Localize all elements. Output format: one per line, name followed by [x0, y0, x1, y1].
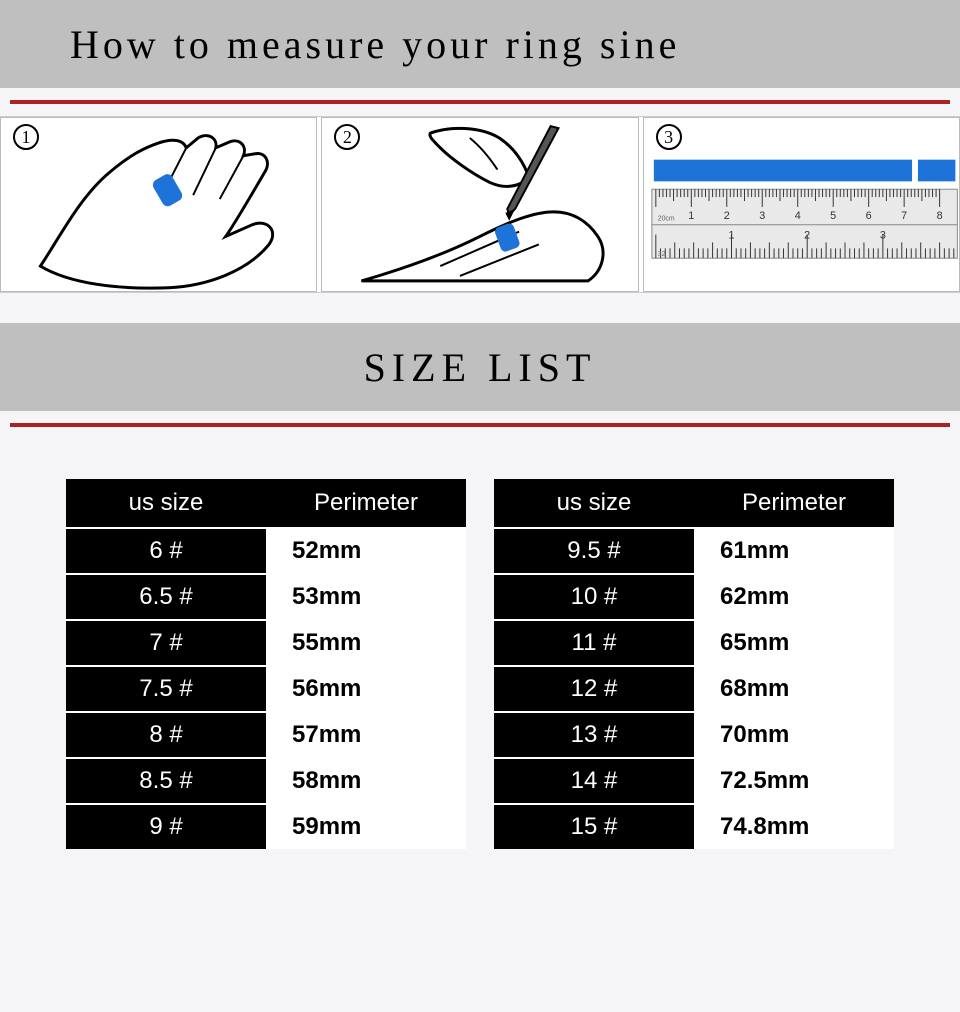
col-header-us: us size: [66, 479, 266, 528]
us-size-cell: 8.5 #: [66, 758, 266, 804]
perimeter-cell: 62mm: [694, 574, 894, 620]
table-row: 12 #68mm: [494, 666, 894, 712]
col-header-us: us size: [494, 479, 694, 528]
section-title: SIZE LIST: [364, 344, 597, 391]
us-size-cell: 9 #: [66, 804, 266, 849]
table-row: 6.5 #53mm: [66, 574, 466, 620]
table-row: 8 #57mm: [66, 712, 466, 758]
us-size-cell: 6 #: [66, 528, 266, 574]
page-title: How to measure your ring sine: [70, 21, 680, 68]
step-1-number: 1: [13, 124, 39, 150]
step-1: 1: [0, 117, 317, 292]
us-size-cell: 11 #: [494, 620, 694, 666]
table-row: 13 #70mm: [494, 712, 894, 758]
us-size-cell: 12 #: [494, 666, 694, 712]
table-row: 10 #62mm: [494, 574, 894, 620]
table-row: 7 #55mm: [66, 620, 466, 666]
divider-rule: [10, 100, 950, 104]
steps-row: 1 2 3: [0, 116, 960, 293]
perimeter-cell: 56mm: [266, 666, 466, 712]
svg-text:2: 2: [723, 210, 729, 222]
perimeter-cell: 70mm: [694, 712, 894, 758]
table-row: 9.5 #61mm: [494, 528, 894, 574]
svg-text:3: 3: [880, 229, 886, 241]
us-size-cell: 7 #: [66, 620, 266, 666]
svg-text:32: 32: [657, 251, 665, 258]
perimeter-cell: 52mm: [266, 528, 466, 574]
svg-text:7: 7: [901, 210, 907, 222]
tables-wrap: us size Perimeter 6 #52mm6.5 #53mm7 #55m…: [0, 439, 960, 849]
us-size-cell: 6.5 #: [66, 574, 266, 620]
perimeter-cell: 58mm: [266, 758, 466, 804]
table-row: 9 #59mm: [66, 804, 466, 849]
us-size-cell: 9.5 #: [494, 528, 694, 574]
perimeter-cell: 57mm: [266, 712, 466, 758]
table-row: 7.5 #56mm: [66, 666, 466, 712]
size-table-right: us size Perimeter 9.5 #61mm10 #62mm11 #6…: [494, 479, 894, 849]
svg-text:1: 1: [728, 229, 734, 241]
us-size-cell: 8 #: [66, 712, 266, 758]
step-3-number: 3: [656, 124, 682, 150]
us-size-cell: 10 #: [494, 574, 694, 620]
us-size-cell: 7.5 #: [66, 666, 266, 712]
col-header-perimeter: Perimeter: [266, 479, 466, 528]
col-header-perimeter: Perimeter: [694, 479, 894, 528]
section-band: SIZE LIST: [0, 323, 960, 411]
table-row: 15 #74.8mm: [494, 804, 894, 849]
header-band: How to measure your ring sine: [0, 0, 960, 88]
step-1-illustration: [1, 118, 316, 291]
svg-text:3: 3: [759, 210, 765, 222]
table-row: 6 #52mm: [66, 528, 466, 574]
us-size-cell: 13 #: [494, 712, 694, 758]
size-table-left: us size Perimeter 6 #52mm6.5 #53mm7 #55m…: [66, 479, 466, 849]
table-row: 14 #72.5mm: [494, 758, 894, 804]
step-3-illustration: 1 2 3 4 5 6 7 8 1 2 3 20cm 32: [644, 118, 959, 291]
step-2-illustration: [322, 118, 637, 291]
perimeter-cell: 65mm: [694, 620, 894, 666]
perimeter-cell: 53mm: [266, 574, 466, 620]
svg-text:4: 4: [794, 210, 800, 222]
perimeter-cell: 55mm: [266, 620, 466, 666]
perimeter-cell: 59mm: [266, 804, 466, 849]
perimeter-cell: 72.5mm: [694, 758, 894, 804]
table-row: 11 #65mm: [494, 620, 894, 666]
perimeter-cell: 74.8mm: [694, 804, 894, 849]
us-size-cell: 14 #: [494, 758, 694, 804]
svg-text:5: 5: [830, 210, 836, 222]
svg-text:20cm: 20cm: [657, 216, 674, 223]
perimeter-cell: 68mm: [694, 666, 894, 712]
svg-text:6: 6: [865, 210, 871, 222]
table-row: 8.5 #58mm: [66, 758, 466, 804]
us-size-cell: 15 #: [494, 804, 694, 849]
svg-text:2: 2: [804, 229, 810, 241]
perimeter-cell: 61mm: [694, 528, 894, 574]
step-2: 2: [321, 117, 638, 292]
svg-text:8: 8: [936, 210, 942, 222]
step-3: 3 1 2 3 4 5 6 7 8 1 2 3 20cm 32: [643, 117, 960, 292]
divider-rule-2: [10, 423, 950, 427]
svg-text:1: 1: [688, 210, 694, 222]
